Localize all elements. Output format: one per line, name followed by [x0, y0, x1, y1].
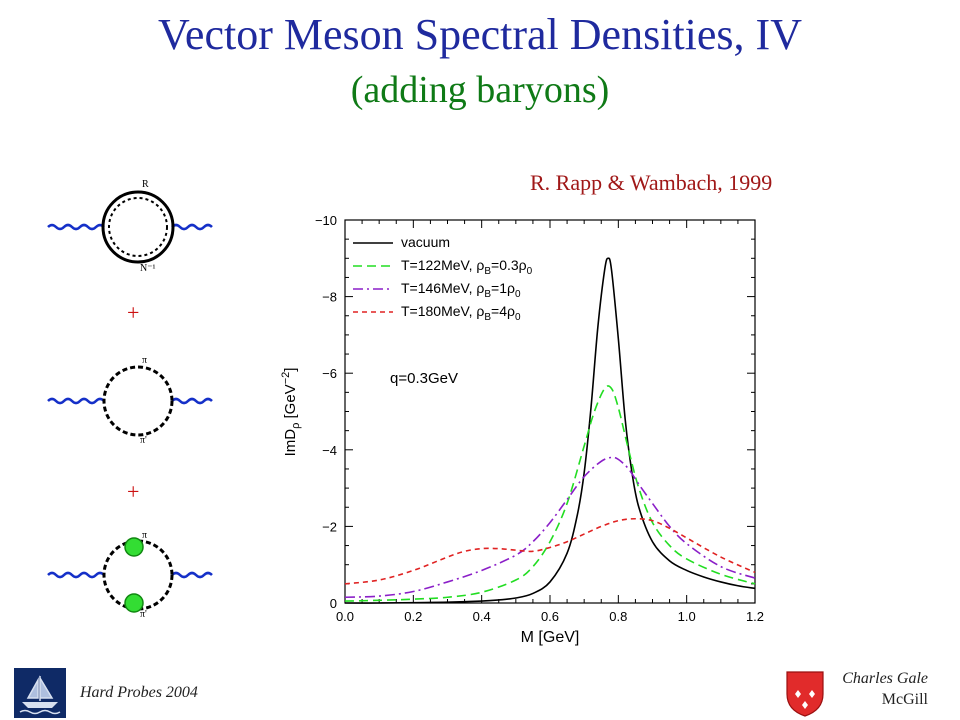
- photon-line-right: [171, 223, 213, 231]
- hard-probes-logo: [14, 668, 66, 718]
- vertex-blob-top: [124, 537, 144, 557]
- x-tick-label: 1.0: [678, 609, 696, 624]
- plus-sign-2: +: [127, 479, 139, 504]
- x-tick-label: 0.6: [541, 609, 559, 624]
- legend-label: T=180MeV, ρB=4ρ0: [401, 303, 521, 323]
- x-tick-labels: 0.0 0.2 0.4 0.6 0.8 1.0 1.2: [336, 609, 764, 624]
- plot-frame: [344, 219, 756, 604]
- legend-label: vacuum: [401, 234, 450, 250]
- diagram-label-r: R: [142, 179, 149, 190]
- y-tick-label: −2: [322, 519, 337, 534]
- footer-author: Charles Gale: [842, 670, 928, 687]
- y-tick-label: −8: [322, 290, 337, 305]
- axis-ticks: [344, 219, 756, 604]
- x-tick-label: 1.2: [746, 609, 764, 624]
- footer-affiliation: McGill: [881, 691, 928, 708]
- photon-line-left: [47, 397, 105, 405]
- pion-loop: [102, 539, 174, 611]
- x-axis-label: M [GeV]: [521, 629, 580, 646]
- diagram-label-n-inverse: N⁻¹: [140, 263, 156, 274]
- diagram-label-pi: π: [142, 355, 147, 366]
- photon-line-left: [47, 571, 105, 579]
- diagram-label-pi-prime: π': [140, 435, 147, 446]
- diagram-resonance-loop: R N⁻¹: [47, 179, 213, 274]
- x-tick-label: 0.8: [609, 609, 627, 624]
- y-axis-label: ImDρ [GeV−2]: [280, 368, 302, 457]
- y-tick-labels: 0 −2 −4 −6 −8 −10: [315, 213, 337, 611]
- mcgill-crest-icon: [786, 671, 824, 717]
- diagram-label-pi: π: [142, 530, 147, 541]
- photon-line-right: [171, 571, 213, 579]
- legend: vacuum T=122MeV, ρB=0.3ρ0 T=146MeV, ρB=1ρ0…: [353, 234, 533, 323]
- y-tick-label: 0: [330, 596, 337, 611]
- series-line-2: [344, 456, 756, 599]
- diagram-pion-loop: π π': [47, 355, 213, 446]
- series-line-1: [344, 385, 756, 602]
- pion-loop: [102, 365, 174, 437]
- x-tick-label: 0.0: [336, 609, 354, 624]
- vertex-blob-bottom: [124, 593, 144, 613]
- loop-inner: [108, 197, 168, 257]
- diagram-label-pi-prime: π': [140, 609, 147, 620]
- diagram-pion-loop-dressed: π π': [47, 530, 213, 620]
- slide-subtitle: (adding baryons): [350, 69, 610, 111]
- series-line-0: [344, 257, 756, 604]
- plus-sign-1: +: [127, 300, 139, 325]
- photon-line-right: [171, 397, 213, 405]
- legend-label: T=122MeV, ρB=0.3ρ0: [401, 257, 533, 277]
- slide-title: Vector Meson Spectral Densities, IV: [158, 10, 802, 59]
- series-line-3: [344, 517, 756, 585]
- series-lines: [344, 257, 756, 604]
- chart-annotation: q=0.3GeV: [390, 370, 458, 387]
- x-tick-label: 0.2: [404, 609, 422, 624]
- footer-conference: Hard Probes 2004: [80, 684, 198, 701]
- legend-label: T=146MeV, ρB=1ρ0: [401, 280, 521, 300]
- y-tick-label: −10: [315, 213, 337, 228]
- loop-outer: [101, 190, 175, 264]
- spectral-density-chart: 0.0 0.2 0.4 0.6 0.8 1.0 1.2 0 −2 −4 −6 −8 −10 vacuu…: [280, 213, 764, 646]
- y-tick-label: −4: [322, 443, 337, 458]
- citation: R. Rapp & Wambach, 1999: [530, 170, 773, 195]
- feynman-diagrams: R N⁻¹ + π π' + π π': [47, 179, 213, 620]
- x-tick-label: 0.4: [473, 609, 491, 624]
- photon-line-left: [47, 223, 105, 231]
- y-tick-label: −6: [322, 366, 337, 381]
